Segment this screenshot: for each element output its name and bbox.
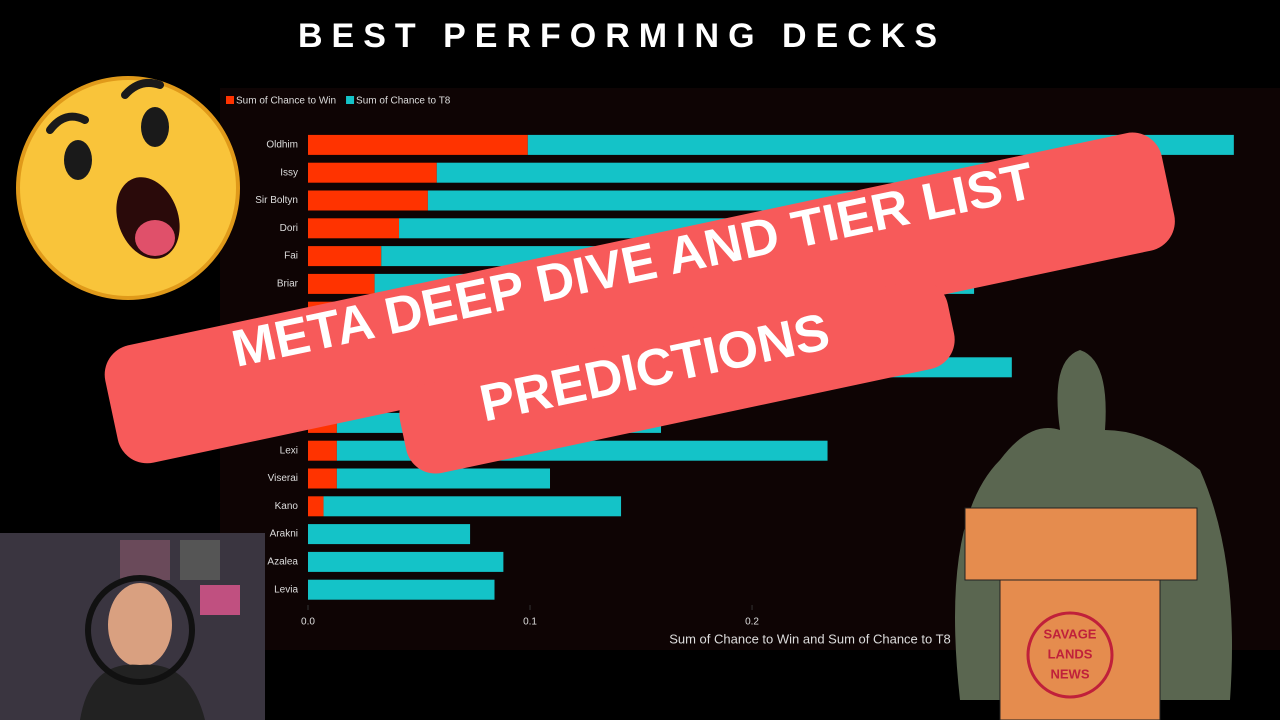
webcam-feed xyxy=(0,533,265,720)
x-tick-label: 0.2 xyxy=(745,617,759,628)
y-tick-label: Briar xyxy=(277,279,299,290)
logo-text: NEWS xyxy=(1051,666,1090,681)
x-tick-label: 0.0 xyxy=(301,617,315,628)
chart-title: BEST PERFORMING DECKS xyxy=(298,17,946,55)
y-tick-label: Issy xyxy=(280,167,298,178)
legend-swatch xyxy=(226,96,234,104)
orc-podium: SAVAGE LANDS NEWS xyxy=(955,350,1232,720)
bar-segment xyxy=(308,218,400,239)
bar-segment xyxy=(308,134,528,155)
legend-label: Sum of Chance to T8 xyxy=(356,96,451,107)
x-tick-label: 0.1 xyxy=(523,617,537,628)
y-tick-label: Viserai xyxy=(268,473,298,484)
surprised-emoji xyxy=(16,76,240,300)
y-tick-label: Dori xyxy=(280,223,298,234)
logo-text: LANDS xyxy=(1048,646,1093,661)
legend-label: Sum of Chance to Win xyxy=(236,96,336,107)
y-tick-label: Azalea xyxy=(267,557,298,568)
bar-segment xyxy=(308,273,375,294)
bar-segment xyxy=(308,440,337,461)
bar-segment xyxy=(308,190,428,211)
logo-text: SAVAGE xyxy=(1044,626,1097,641)
y-tick-label: Levia xyxy=(274,584,298,595)
bar-segment xyxy=(323,496,622,517)
y-tick-label: Oldhim xyxy=(266,140,298,151)
legend-swatch xyxy=(346,96,355,104)
x-axis-title: Sum of Chance to Win and Sum of Chance t… xyxy=(669,631,951,646)
bar-segment xyxy=(308,246,382,267)
bar-segment xyxy=(308,162,437,183)
bar-segment xyxy=(336,468,551,489)
y-tick-label: Sir Boltyn xyxy=(255,195,298,206)
bar-segment xyxy=(308,579,495,600)
bar-segment xyxy=(308,524,471,545)
bar-segment xyxy=(308,551,504,572)
y-tick-label: Fai xyxy=(284,251,298,262)
y-tick-label: Arakni xyxy=(270,529,298,540)
y-tick-label: Kano xyxy=(275,501,299,512)
bar-segment xyxy=(308,468,337,489)
y-tick-label: Lexi xyxy=(280,445,298,456)
bar-segment xyxy=(308,496,324,517)
